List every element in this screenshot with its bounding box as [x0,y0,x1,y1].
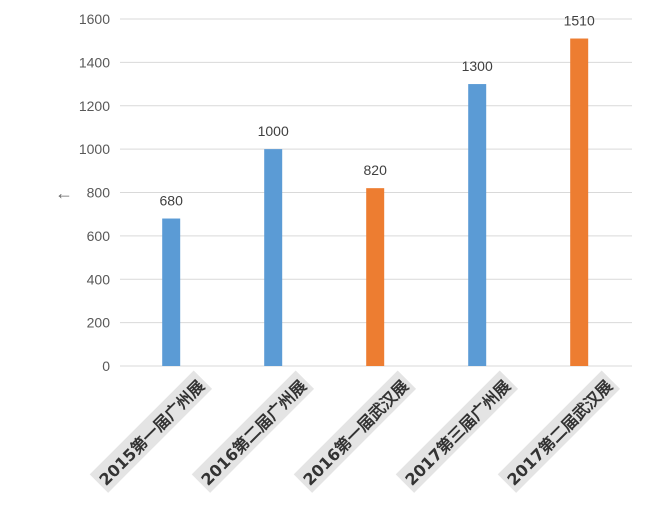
data-label: 1000 [258,123,289,139]
data-label: 1300 [462,58,493,74]
left-arrow-icon: ← [55,183,73,203]
data-label: 820 [364,162,388,178]
bar [264,149,283,366]
y-tick-label: 0 [102,358,110,374]
y-tick-label: 1600 [79,11,110,27]
data-label: 1510 [564,13,595,29]
y-tick-label: 600 [87,228,111,244]
y-tick-label: 1000 [79,141,110,157]
y-tick-label: 800 [87,185,111,201]
y-tick-label: 400 [87,271,111,287]
bar [366,188,385,366]
y-tick-label: 1400 [79,54,110,70]
y-tick-label: 1200 [79,98,110,114]
bar [570,38,589,367]
bar [468,84,487,366]
bar [162,218,181,366]
y-tick-label: 200 [87,315,111,331]
data-label: 680 [160,193,184,209]
